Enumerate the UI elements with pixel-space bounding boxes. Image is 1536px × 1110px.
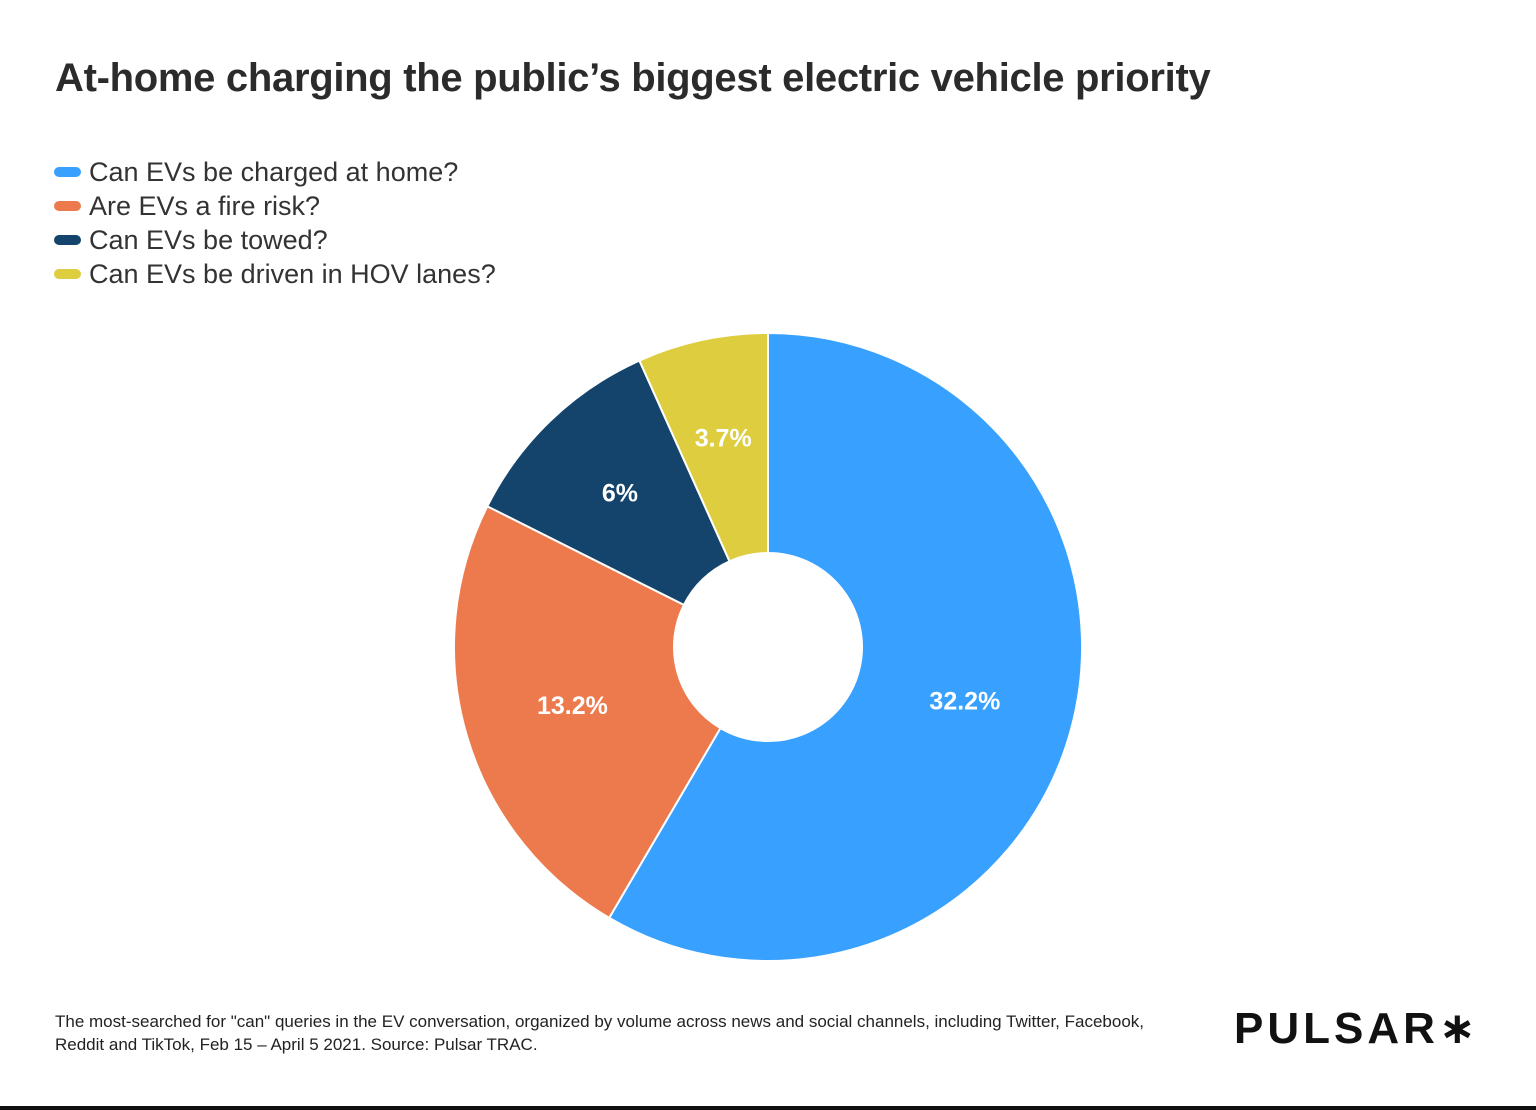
donut-slice (453, 504, 722, 920)
chart-title: At-home charging the public’s biggest el… (55, 56, 1211, 100)
legend-item: Can EVs be towed? (54, 223, 496, 257)
data-label: 3.7% (695, 425, 752, 453)
legend-label: Can EVs be driven in HOV lanes? (89, 258, 496, 289)
legend-item: Can EVs be charged at home? (54, 155, 496, 189)
data-label: 13.2% (537, 692, 608, 720)
footnote: The most-searched for "can" queries in t… (55, 1012, 1144, 1054)
data-label: 6% (602, 479, 638, 507)
bottom-rule (0, 1106, 1536, 1110)
pulsar-logo: PULSAR∗ (1234, 1004, 1480, 1053)
legend-swatch (54, 269, 81, 279)
donut-slice (485, 359, 731, 607)
donut-slice (638, 331, 769, 563)
data-label: 32.2% (929, 687, 1000, 715)
donut-slice (607, 331, 1083, 962)
donut-chart: 32.2% 13.2% 6% 3.7% (453, 331, 1083, 962)
legend-item: Can EVs be driven in HOV lanes? (54, 257, 496, 291)
legend-label: Can EVs be towed? (89, 224, 328, 255)
legend-swatch (54, 167, 81, 177)
legend: Can EVs be charged at home? Are EVs a fi… (54, 155, 496, 291)
legend-label: Are EVs a fire risk? (89, 190, 321, 221)
legend-swatch (54, 235, 81, 245)
legend-label: Can EVs be charged at home? (89, 156, 459, 187)
legend-swatch (54, 201, 81, 211)
legend-item: Are EVs a fire risk? (54, 189, 496, 223)
